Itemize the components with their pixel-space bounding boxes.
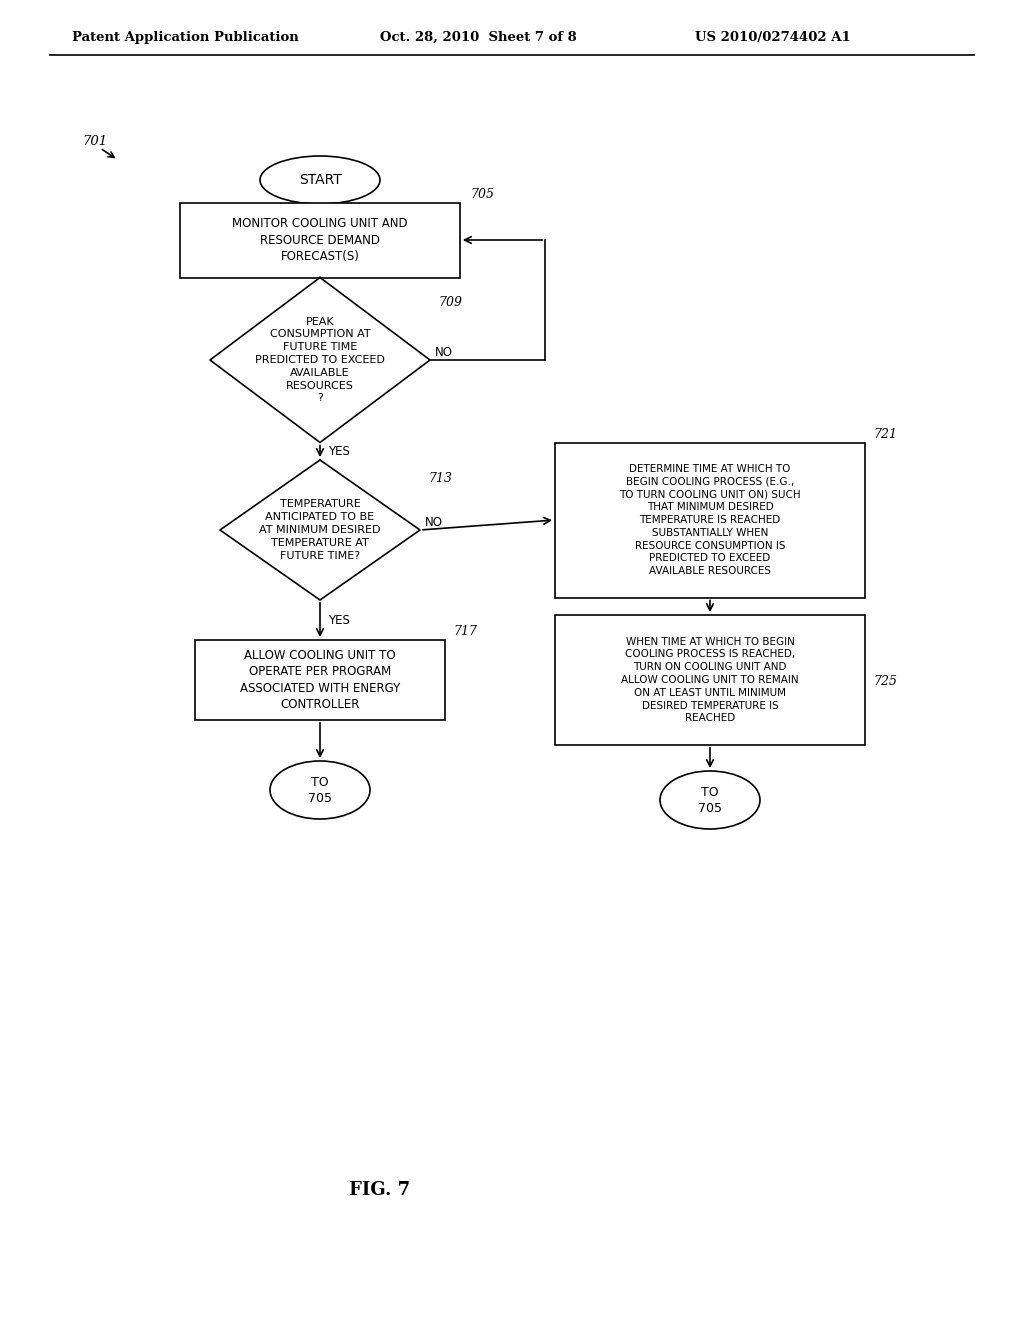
Bar xyxy=(555,442,865,598)
Ellipse shape xyxy=(660,771,760,829)
Text: ALLOW COOLING UNIT TO
OPERATE PER PROGRAM
ASSOCIATED WITH ENERGY
CONTROLLER: ALLOW COOLING UNIT TO OPERATE PER PROGRA… xyxy=(240,648,400,711)
Text: YES: YES xyxy=(328,445,350,458)
Text: 713: 713 xyxy=(428,473,452,484)
Text: PEAK
CONSUMPTION AT
FUTURE TIME
PREDICTED TO EXCEED
AVAILABLE
RESOURCES
?: PEAK CONSUMPTION AT FUTURE TIME PREDICTE… xyxy=(255,317,385,404)
Text: WHEN TIME AT WHICH TO BEGIN
COOLING PROCESS IS REACHED,
TURN ON COOLING UNIT AND: WHEN TIME AT WHICH TO BEGIN COOLING PROC… xyxy=(622,636,799,723)
Text: START: START xyxy=(299,173,341,187)
Text: 709: 709 xyxy=(438,296,462,309)
Bar xyxy=(180,202,460,277)
Text: MONITOR COOLING UNIT AND
RESOURCE DEMAND
FORECAST(S): MONITOR COOLING UNIT AND RESOURCE DEMAND… xyxy=(232,216,408,263)
Text: US 2010/0274402 A1: US 2010/0274402 A1 xyxy=(695,30,851,44)
Text: 705: 705 xyxy=(470,187,494,201)
Text: DETERMINE TIME AT WHICH TO
BEGIN COOLING PROCESS (E.G.,
TO TURN COOLING UNIT ON): DETERMINE TIME AT WHICH TO BEGIN COOLING… xyxy=(620,463,801,577)
Polygon shape xyxy=(220,459,420,601)
Text: YES: YES xyxy=(328,614,350,627)
Text: Patent Application Publication: Patent Application Publication xyxy=(72,30,299,44)
Text: 721: 721 xyxy=(873,428,897,441)
Ellipse shape xyxy=(270,762,370,818)
Text: 725: 725 xyxy=(873,675,897,688)
Text: FIG. 7: FIG. 7 xyxy=(349,1181,411,1199)
Text: NO: NO xyxy=(435,346,453,359)
Text: TO
705: TO 705 xyxy=(698,785,722,814)
Text: 717: 717 xyxy=(453,624,477,638)
Text: Oct. 28, 2010  Sheet 7 of 8: Oct. 28, 2010 Sheet 7 of 8 xyxy=(380,30,577,44)
Bar xyxy=(555,615,865,744)
Text: 701: 701 xyxy=(82,135,108,148)
Bar xyxy=(195,640,445,719)
Text: TEMPERATURE
ANTICIPATED TO BE
AT MINIMUM DESIRED
TEMPERATURE AT
FUTURE TIME?: TEMPERATURE ANTICIPATED TO BE AT MINIMUM… xyxy=(259,499,381,561)
Text: NO: NO xyxy=(425,516,443,528)
Text: TO
705: TO 705 xyxy=(308,776,332,804)
Ellipse shape xyxy=(260,156,380,205)
Polygon shape xyxy=(210,277,430,442)
